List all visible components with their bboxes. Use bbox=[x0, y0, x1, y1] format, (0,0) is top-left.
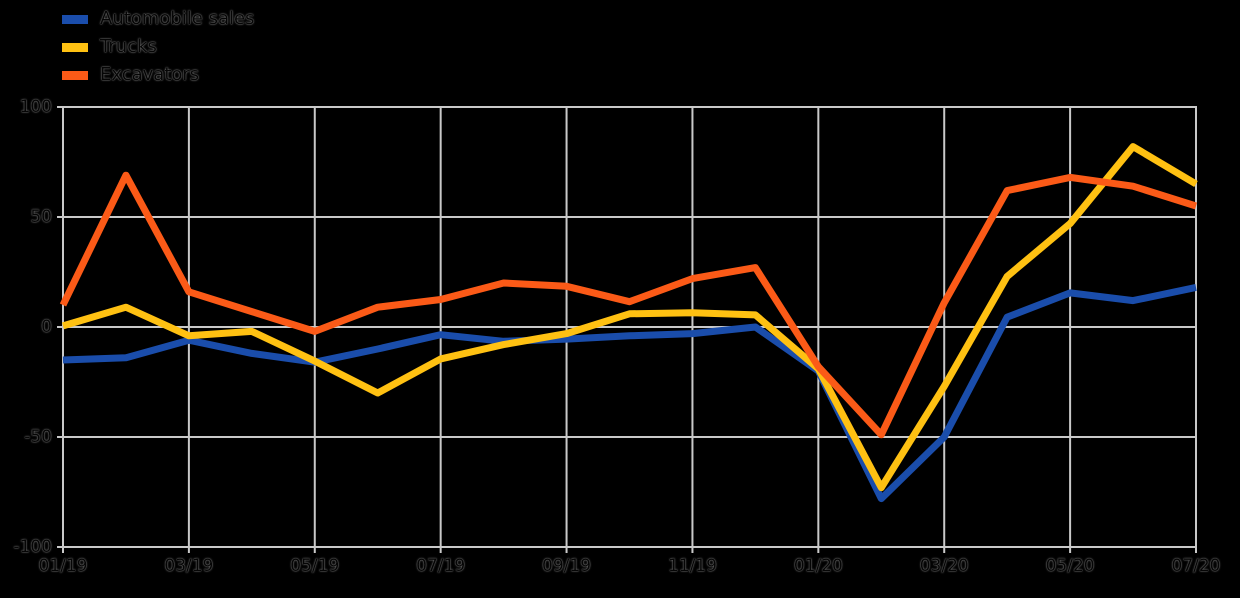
y-tick-label: 50 bbox=[30, 207, 52, 227]
x-tick-label: 03/20 bbox=[919, 556, 969, 576]
legend-swatch-excavators bbox=[62, 70, 88, 80]
legend-item: Trucks bbox=[62, 33, 254, 61]
x-tick-label: 03/19 bbox=[164, 556, 214, 576]
legend-label: Automobile sales bbox=[100, 8, 255, 29]
x-tick-label: 09/19 bbox=[542, 556, 592, 576]
series-line-trucks bbox=[62, 143, 1198, 492]
y-tick-label: -100 bbox=[13, 537, 52, 557]
x-tick-label: 01/20 bbox=[793, 556, 843, 576]
legend: Automobile sales Trucks Excavators bbox=[62, 5, 254, 89]
x-tick-label: 07/20 bbox=[1171, 556, 1221, 576]
y-tick-label: -50 bbox=[24, 427, 52, 447]
y-tick-label: 100 bbox=[19, 97, 52, 117]
legend-swatch-automobile-sales bbox=[62, 14, 88, 24]
legend-item: Excavators bbox=[62, 61, 254, 89]
series-line-automobile-sales bbox=[62, 283, 1197, 503]
x-tick-label: 05/20 bbox=[1045, 556, 1095, 576]
series-line-excavators bbox=[59, 171, 1198, 439]
legend-item: Automobile sales bbox=[62, 5, 254, 33]
legend-label: Trucks bbox=[100, 36, 157, 57]
legend-label: Excavators bbox=[100, 64, 200, 85]
x-tick-label: 07/19 bbox=[416, 556, 466, 576]
x-tick-label: 01/19 bbox=[38, 556, 88, 576]
legend-swatch-trucks bbox=[62, 42, 88, 52]
x-tick-label: 05/19 bbox=[290, 556, 340, 576]
x-tick-label: 11/19 bbox=[667, 556, 717, 576]
y-tick-label: 0 bbox=[41, 317, 52, 337]
plot-border bbox=[62, 106, 1197, 548]
